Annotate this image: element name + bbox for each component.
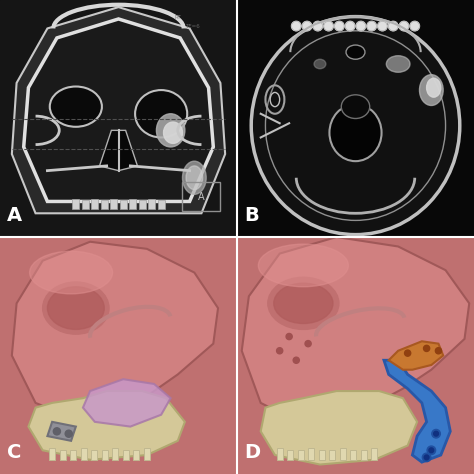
Ellipse shape — [313, 21, 322, 31]
Bar — [287, 450, 293, 460]
Bar — [82, 200, 89, 209]
Bar — [119, 200, 127, 209]
Circle shape — [422, 453, 431, 462]
Bar — [319, 450, 325, 460]
Bar — [110, 199, 118, 209]
Bar — [123, 450, 129, 460]
Polygon shape — [384, 360, 450, 462]
Circle shape — [432, 429, 440, 438]
Ellipse shape — [386, 56, 410, 73]
Bar — [372, 448, 377, 460]
Bar — [49, 448, 55, 460]
Ellipse shape — [29, 251, 112, 294]
Ellipse shape — [378, 21, 387, 31]
Ellipse shape — [346, 45, 365, 59]
Circle shape — [53, 428, 61, 435]
Polygon shape — [28, 391, 185, 460]
Bar — [134, 450, 139, 460]
Text: A: A — [7, 206, 22, 225]
Ellipse shape — [346, 21, 355, 31]
Text: RT: RT — [174, 15, 181, 20]
Polygon shape — [389, 341, 443, 370]
Bar — [340, 448, 346, 460]
Bar — [277, 448, 283, 460]
Ellipse shape — [251, 17, 460, 235]
Circle shape — [424, 345, 429, 352]
Bar — [91, 199, 99, 209]
Circle shape — [424, 455, 429, 460]
Circle shape — [293, 357, 300, 364]
Bar — [60, 450, 65, 460]
Polygon shape — [24, 19, 213, 201]
Polygon shape — [12, 242, 218, 415]
Text: A: A — [198, 191, 205, 202]
Bar — [112, 448, 118, 460]
Bar — [148, 199, 155, 209]
Circle shape — [427, 446, 436, 455]
Polygon shape — [261, 391, 417, 465]
Ellipse shape — [156, 114, 185, 147]
Polygon shape — [100, 130, 137, 171]
Text: C: C — [7, 443, 21, 462]
Ellipse shape — [329, 104, 382, 161]
Circle shape — [404, 350, 410, 356]
Circle shape — [435, 348, 441, 354]
Bar — [361, 450, 367, 460]
Bar — [144, 448, 150, 460]
Ellipse shape — [367, 21, 376, 31]
Bar — [350, 450, 356, 460]
Bar — [70, 450, 76, 460]
Bar — [298, 450, 304, 460]
Ellipse shape — [389, 21, 398, 31]
Circle shape — [429, 448, 434, 453]
Ellipse shape — [356, 21, 365, 31]
Ellipse shape — [292, 21, 301, 31]
Bar — [102, 450, 108, 460]
Circle shape — [434, 431, 438, 436]
Ellipse shape — [335, 21, 344, 31]
Ellipse shape — [182, 161, 206, 194]
Bar — [100, 200, 108, 209]
Ellipse shape — [427, 78, 441, 97]
Ellipse shape — [302, 21, 312, 31]
Bar — [138, 200, 146, 209]
Ellipse shape — [399, 21, 409, 31]
Ellipse shape — [258, 244, 348, 287]
Bar — [308, 448, 314, 460]
Ellipse shape — [268, 277, 339, 329]
Bar — [329, 450, 335, 460]
Bar — [91, 450, 97, 460]
Ellipse shape — [164, 122, 182, 144]
Ellipse shape — [43, 282, 109, 334]
Circle shape — [65, 430, 72, 437]
Ellipse shape — [419, 74, 443, 106]
Text: D: D — [244, 443, 260, 462]
Ellipse shape — [410, 21, 419, 31]
Bar — [72, 199, 79, 209]
Circle shape — [305, 340, 311, 347]
Ellipse shape — [341, 95, 370, 118]
Circle shape — [286, 334, 292, 339]
Polygon shape — [47, 422, 76, 441]
Ellipse shape — [314, 59, 326, 69]
Bar — [81, 448, 87, 460]
Ellipse shape — [274, 283, 333, 324]
Polygon shape — [12, 7, 225, 213]
Ellipse shape — [50, 87, 102, 127]
Ellipse shape — [186, 166, 202, 190]
Polygon shape — [242, 237, 469, 417]
Polygon shape — [83, 379, 171, 427]
Ellipse shape — [324, 21, 333, 31]
Ellipse shape — [47, 287, 104, 329]
Text: B: B — [244, 206, 259, 225]
Text: TE=6: TE=6 — [185, 25, 200, 29]
Bar — [129, 199, 137, 209]
Circle shape — [276, 348, 283, 354]
Bar — [157, 200, 165, 209]
Ellipse shape — [135, 90, 187, 137]
